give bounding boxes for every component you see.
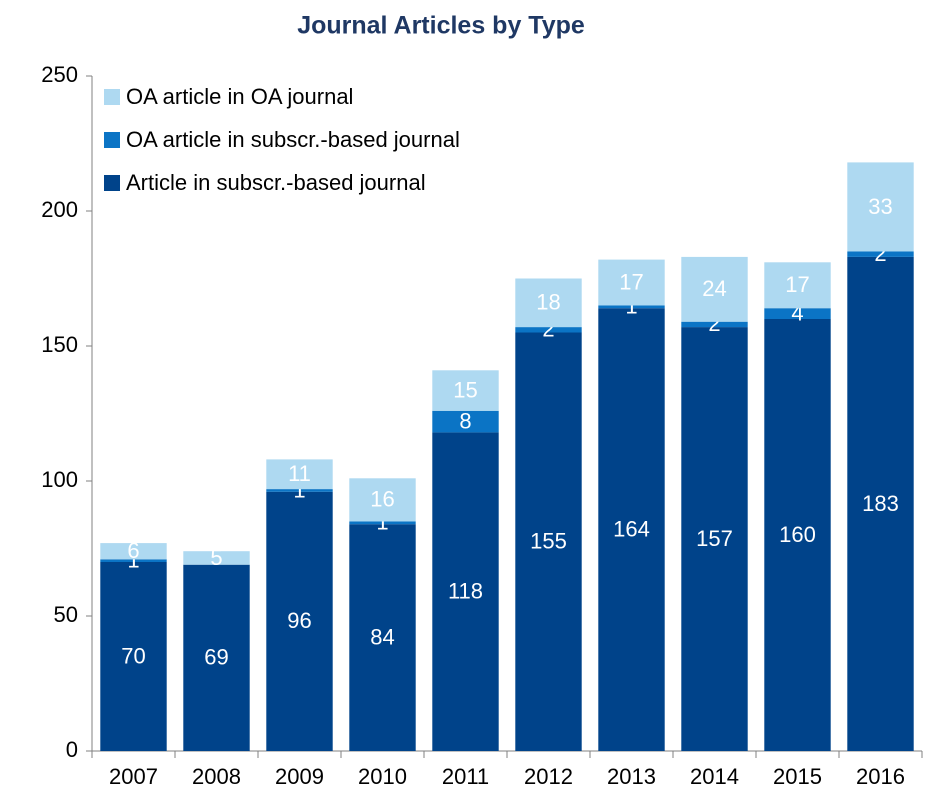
- data-label: 15: [453, 377, 477, 402]
- y-tick-label: 100: [41, 467, 78, 492]
- data-label: 118: [448, 579, 483, 604]
- x-tick-label: 2014: [690, 764, 739, 789]
- bar-segment: [847, 256, 914, 751]
- bar-segment: [100, 543, 167, 560]
- y-tick-label: 0: [66, 737, 78, 762]
- bar-segment: [266, 489, 333, 492]
- bar-segment: [598, 259, 665, 306]
- bar-segment: [100, 559, 167, 562]
- bar-segment: [764, 308, 831, 319]
- bar-segment: [432, 432, 499, 751]
- bar-segment: [764, 319, 831, 751]
- data-label: 16: [370, 487, 394, 512]
- bar-segment: [349, 478, 416, 522]
- data-label: 183: [862, 491, 899, 516]
- legend-label: Article in subscr.-based journal: [126, 170, 426, 195]
- x-tick-label: 2015: [773, 764, 822, 789]
- x-tick-label: 2009: [275, 764, 324, 789]
- bar-segment: [100, 562, 167, 751]
- data-label: 18: [536, 290, 560, 315]
- data-label: 17: [619, 269, 643, 294]
- data-label: 5: [210, 545, 222, 570]
- bar-segment: [764, 262, 831, 309]
- y-tick-label: 50: [54, 602, 78, 627]
- bar-segment: [515, 332, 582, 751]
- y-tick-label: 250: [41, 62, 78, 87]
- x-tick-label: 2010: [358, 764, 407, 789]
- bar-segment: [183, 564, 250, 751]
- x-tick-label: 2007: [109, 764, 158, 789]
- bar-segment: [349, 521, 416, 525]
- bar-segment: [266, 491, 333, 751]
- bar-segment: [681, 256, 748, 322]
- bar-segment: [515, 327, 582, 333]
- bar-segment: [847, 162, 914, 252]
- x-tick-label: 2008: [192, 764, 241, 789]
- bar-segment: [349, 524, 416, 751]
- x-tick-label: 2011: [442, 764, 489, 789]
- bar-segment: [681, 327, 748, 751]
- data-label: 69: [204, 645, 228, 670]
- data-label: 155: [530, 529, 567, 554]
- bar-segment: [266, 459, 333, 490]
- bar-segment: [598, 308, 665, 751]
- x-tick-label: 2013: [607, 764, 656, 789]
- data-label: 6: [127, 538, 139, 563]
- data-label: 84: [370, 624, 394, 649]
- data-label: 96: [287, 608, 311, 633]
- data-label: 160: [779, 522, 816, 547]
- data-label: 8: [459, 408, 471, 433]
- x-tick-label: 2012: [524, 764, 573, 789]
- legend-swatch: [104, 132, 120, 148]
- chart-title: Journal Articles by Type: [297, 12, 585, 40]
- bar-segment: [183, 551, 250, 565]
- legend-swatch: [104, 89, 120, 105]
- data-label: 17: [785, 272, 809, 297]
- data-label: 157: [696, 526, 733, 551]
- bar-segment: [681, 321, 748, 328]
- data-label: 11: [288, 461, 311, 486]
- bar-segment: [598, 305, 665, 309]
- x-tick-label: 2016: [856, 764, 905, 789]
- bar-segment: [515, 278, 582, 328]
- legend-swatch: [104, 175, 120, 191]
- bar-segment: [847, 251, 914, 257]
- legend-label: OA article in OA journal: [126, 84, 353, 109]
- data-label: 70: [121, 643, 145, 668]
- y-tick-label: 150: [41, 332, 78, 357]
- y-tick-label: 200: [41, 197, 78, 222]
- legend-label: OA article in subscr.-based journal: [126, 127, 460, 152]
- data-label: 164: [613, 516, 650, 541]
- data-label: 33: [868, 194, 892, 219]
- data-label: 24: [702, 276, 726, 301]
- bar-segment: [432, 370, 499, 411]
- bar-segment: [432, 410, 499, 433]
